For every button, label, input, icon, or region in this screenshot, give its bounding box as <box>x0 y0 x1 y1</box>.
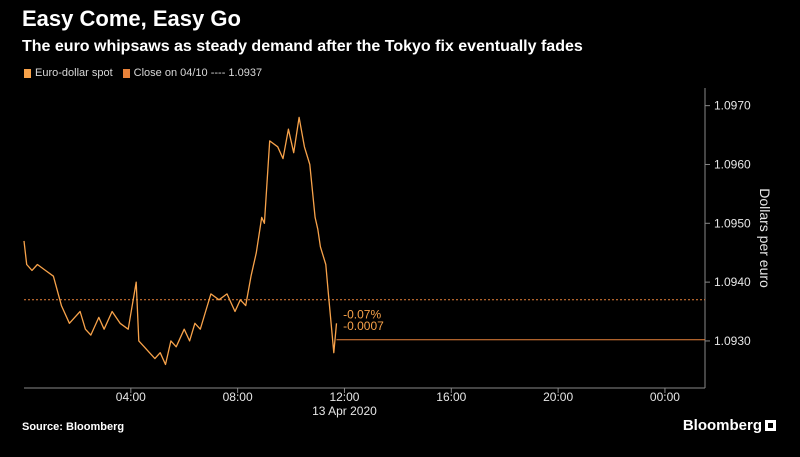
chart-title: Easy Come, Easy Go <box>22 6 241 31</box>
legend-label-close: Close on 04/10 ---- 1.0937 <box>133 67 263 79</box>
legend-label-spot: Euro-dollar spot <box>35 67 113 79</box>
y-tick-label: 1.0950 <box>714 216 751 230</box>
x-tick-label: 00:00 <box>650 390 680 404</box>
brand-name: Bloomberg <box>682 417 762 434</box>
change-annotation: -0.0007 <box>343 319 384 333</box>
chart-legend: Euro-dollar spot Close on 04/10 ---- 1.0… <box>24 67 272 79</box>
legend-swatch-close <box>122 68 130 78</box>
series-line-euro-dollar <box>23 116 338 366</box>
source-note: Source: Bloomberg <box>22 421 125 433</box>
y-axis-label: Dollars per euro <box>757 188 773 288</box>
x-tick-label: 04:00 <box>116 390 146 404</box>
x-tick-label: 12:00 <box>329 390 359 404</box>
x-axis-label: 13 Apr 2020 <box>312 404 377 418</box>
y-tick-label: 1.0960 <box>714 157 751 171</box>
legend-swatch-spot <box>24 68 31 78</box>
x-tick-label: 16:00 <box>436 390 466 404</box>
y-tick-label: 1.0930 <box>714 334 751 348</box>
y-tick-label: 1.0940 <box>714 275 751 289</box>
y-tick-label: 1.0970 <box>714 99 751 113</box>
x-tick-label: 08:00 <box>223 390 253 404</box>
legend-item-spot: Euro-dollar spot <box>24 67 113 79</box>
legend-item-close: Close on 04/10 ---- 1.0937 <box>122 67 263 79</box>
change-annotation: -0.07% <box>343 307 381 321</box>
x-tick-label: 20:00 <box>543 390 573 404</box>
chart-subtitle: The euro whipsaws as steady demand after… <box>22 38 583 55</box>
brand-logo: Bloomberg <box>683 417 776 434</box>
bloomberg-icon <box>765 420 776 431</box>
